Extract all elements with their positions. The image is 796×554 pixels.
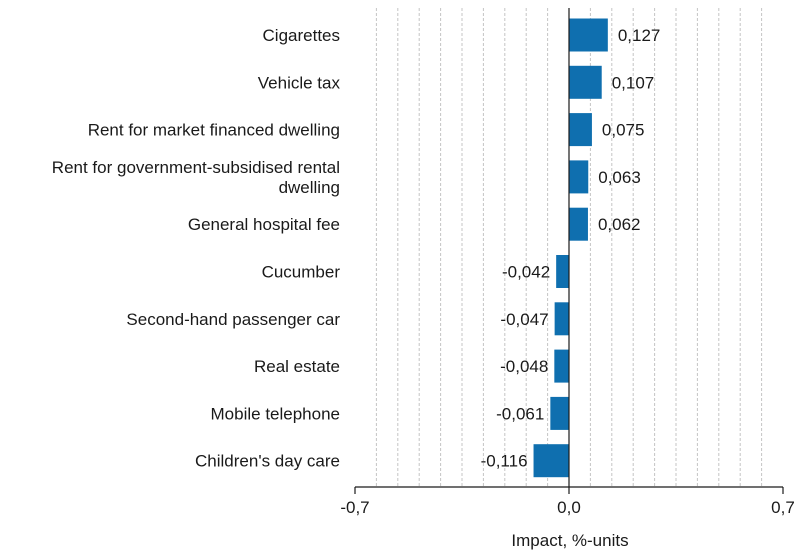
value-label: -0,047 xyxy=(500,310,548,329)
category-labels: Cigarettes Vehicle tax Rent for market fin… xyxy=(52,26,341,471)
value-label: 0,075 xyxy=(602,121,645,140)
bars xyxy=(533,18,608,478)
x-tick-label: 0,7 xyxy=(771,498,795,517)
value-label: -0,061 xyxy=(496,404,544,423)
category-label: General hospital fee xyxy=(188,215,340,234)
bar xyxy=(550,396,569,430)
category-label: Rent for market financed dwelling xyxy=(88,121,340,140)
bar xyxy=(569,18,608,52)
category-label: Cigarettes xyxy=(263,26,340,45)
x-axis: -0,7 0,0 0,7 xyxy=(340,8,795,517)
bar xyxy=(554,302,569,336)
value-label: -0,116 xyxy=(481,452,528,471)
x-axis-title: Impact, %-units xyxy=(511,531,628,550)
bar xyxy=(569,65,602,99)
category-label: Children's day care xyxy=(195,452,340,471)
category-label: dwelling xyxy=(279,178,340,197)
bar xyxy=(569,207,588,241)
value-label: 0,127 xyxy=(618,26,661,45)
value-label: 0,063 xyxy=(598,168,641,187)
category-label: Rent for government-subsidised rental xyxy=(52,158,340,177)
category-label: Cucumber xyxy=(262,263,341,282)
bar xyxy=(556,255,569,288)
value-label: -0,042 xyxy=(502,263,550,282)
bar xyxy=(554,349,569,383)
x-tick-label: 0,0 xyxy=(557,498,581,517)
bar xyxy=(569,160,589,194)
bar xyxy=(533,444,569,478)
value-label: 0,062 xyxy=(598,215,641,234)
bar xyxy=(569,113,592,147)
value-label: 0,107 xyxy=(612,73,655,92)
category-label: Second-hand passenger car xyxy=(126,310,340,329)
category-label: Vehicle tax xyxy=(258,73,341,92)
x-tick-label: -0,7 xyxy=(340,498,369,517)
category-label: Mobile telephone xyxy=(211,404,340,423)
category-label: Real estate xyxy=(254,357,340,376)
value-labels: 0,127 0,107 0,075 0,063 0,062 -0,042 -0,047 -0,… xyxy=(481,26,661,471)
value-label: -0,048 xyxy=(500,357,548,376)
